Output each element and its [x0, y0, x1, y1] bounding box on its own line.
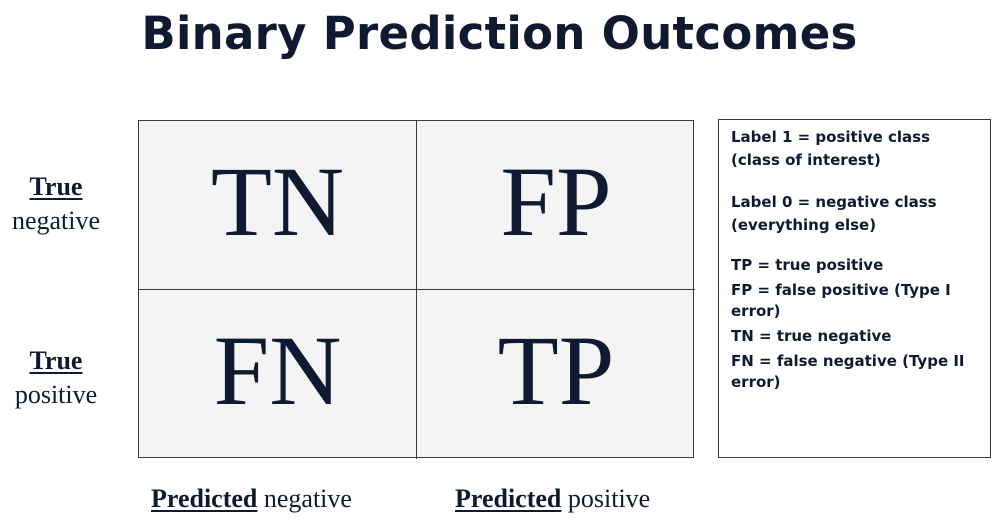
- legend-tp: TP = true positive: [731, 256, 884, 274]
- confusion-matrix: TN FP FN TP: [138, 120, 695, 459]
- legend-label0-line1: Label 0 = negative class: [731, 193, 937, 211]
- row-label-true-negative: True negative: [0, 170, 112, 238]
- cell-fp: FP: [417, 121, 695, 290]
- cell-tn: TN: [139, 121, 417, 290]
- legend-label1-line2: (class of interest): [731, 151, 881, 169]
- legend-tn: TN = true negative: [731, 327, 892, 345]
- cell-tp: TP: [497, 315, 615, 426]
- legend-fn: FN = false negative (Type II error): [731, 352, 965, 391]
- row-label-tail: positive: [14, 380, 98, 409]
- row-label-true-positive: True positive: [0, 344, 112, 412]
- diagram-title: Binary Prediction Outcomes: [141, 7, 858, 60]
- legend-label1-line1: Label 1 = positive class: [731, 128, 931, 146]
- column-label-tail: positive: [561, 484, 651, 513]
- legend-label0-line2: (everything else): [731, 216, 877, 234]
- cell-fn: FN: [139, 290, 417, 459]
- legend-box: Label 1 = positive class (class of inter…: [718, 119, 991, 458]
- column-label-head: Predicted: [455, 484, 562, 513]
- row-label-tail: negative: [11, 206, 101, 235]
- row-label-head: True: [29, 346, 83, 375]
- row-label-head: True: [29, 172, 83, 201]
- column-label-tail: negative: [257, 484, 352, 513]
- column-label-head: Predicted: [151, 484, 258, 513]
- column-label-predicted-negative: Predicted negative: [151, 482, 352, 516]
- column-label-predicted-positive: Predicted positive: [455, 482, 650, 516]
- legend-fp: FP = false positive (Type I error): [731, 281, 951, 320]
